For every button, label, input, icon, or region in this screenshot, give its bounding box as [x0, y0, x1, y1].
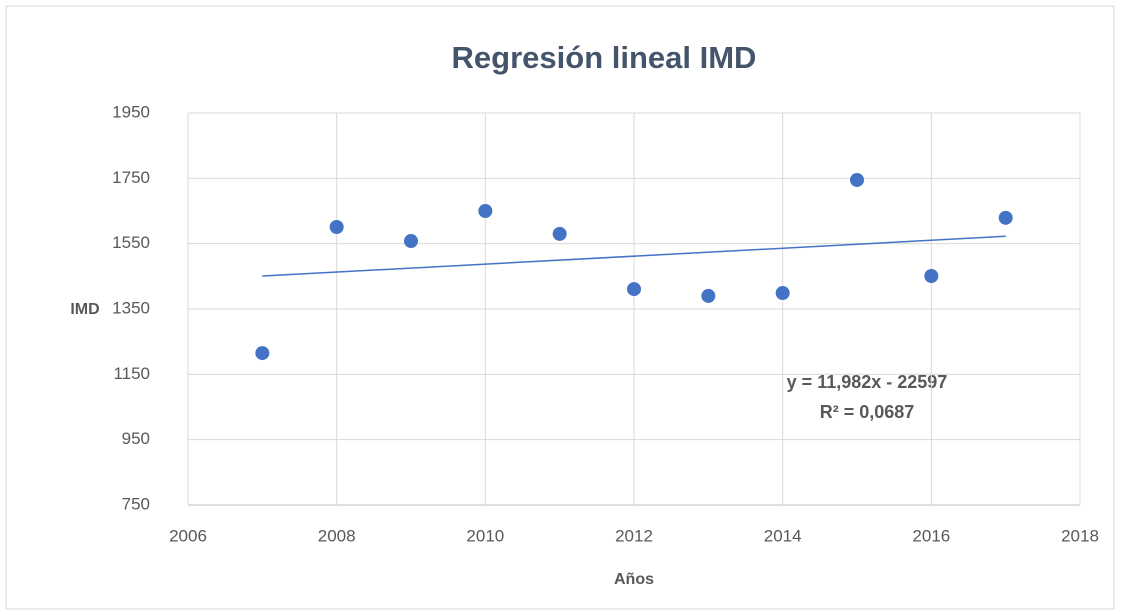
y-tick-label: 1550: [112, 233, 150, 252]
x-tick-label: 2006: [169, 526, 207, 545]
point: [701, 288, 716, 303]
x-tick-label: 2010: [466, 526, 504, 545]
annotation: R² = 0,0687: [820, 402, 915, 422]
point: [255, 346, 270, 361]
point: [998, 210, 1013, 225]
chart-border: [5, 5, 1115, 610]
x-tick-label: 2014: [764, 526, 802, 545]
point: [329, 220, 344, 235]
x-tick-label: 2018: [1061, 526, 1099, 545]
point: [552, 226, 567, 241]
point: [404, 234, 418, 249]
y-tick-label: 750: [122, 494, 150, 513]
chart-title: Regresión lineal IMD: [452, 40, 757, 75]
point: [850, 172, 864, 187]
y-tick-label: 950: [122, 429, 150, 448]
y-axis-label: IMD: [70, 301, 99, 318]
x-tick-label: 2016: [912, 526, 950, 545]
x-axis-label: Años: [614, 571, 654, 588]
y-tick-label: 1350: [112, 298, 150, 317]
y-tick-label: 1950: [112, 102, 150, 121]
x-tick-label: 2012: [615, 526, 653, 545]
y-tick-label: 1150: [113, 364, 150, 383]
y-tick-label: 1750: [112, 168, 150, 187]
x-tick-label: 2008: [318, 526, 356, 545]
point: [627, 282, 641, 297]
point: [924, 269, 939, 284]
point: [478, 204, 493, 218]
point: [775, 285, 790, 300]
trendline: [262, 235, 1006, 277]
annotation: y = 11,982x - 22597: [787, 372, 948, 392]
